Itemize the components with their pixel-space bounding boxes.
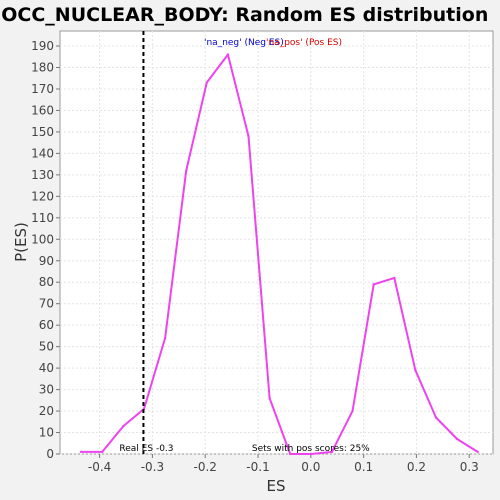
sets-with-pos-scores-note: Sets with pos scores: 25%: [252, 444, 370, 454]
y-tick-label: 140: [31, 146, 54, 160]
data-point: [393, 276, 396, 280]
real-es-label: Real ES -0.3: [119, 444, 173, 454]
data-point: [247, 135, 250, 138]
y-tick-label: 120: [31, 189, 54, 203]
y-tick-label: 110: [31, 211, 54, 225]
data-point: [268, 396, 271, 400]
data-point: [455, 437, 459, 441]
x-axis-label: ES: [267, 477, 286, 495]
x-tick-label: -0.1: [246, 460, 269, 474]
data-point: [414, 369, 417, 372]
legend-pos: 'na_pos' (Pos ES): [266, 38, 342, 48]
y-tick-label: 70: [39, 297, 54, 311]
y-axis-ticks: 0 10 20 30 40 50 60 70 80 90 100 110 120 130 140 150 160…: [31, 39, 60, 461]
y-tick-label: 0: [46, 447, 54, 461]
y-axis-label: P(ES): [12, 222, 30, 262]
data-point: [79, 450, 83, 454]
x-tick-label: 0.3: [460, 460, 479, 474]
data-point: [289, 452, 292, 456]
y-tick-label: 190: [31, 39, 54, 53]
data-point: [122, 424, 125, 428]
y-tick-label: 130: [31, 168, 54, 182]
y-tick-label: 180: [31, 61, 54, 75]
data-point: [185, 169, 188, 172]
y-tick-label: 10: [39, 426, 54, 440]
y-tick-label: 100: [31, 232, 54, 246]
y-tick-label: 40: [39, 361, 54, 375]
y-tick-label: 90: [39, 254, 54, 268]
data-point: [476, 450, 479, 454]
data-point: [310, 452, 313, 456]
series-points: [79, 53, 479, 456]
x-tick-label: 0.2: [407, 460, 426, 474]
data-point: [330, 450, 334, 454]
x-tick-label: -0.2: [194, 460, 217, 474]
x-tick-label: 0.1: [354, 460, 373, 474]
grid-lines: [60, 31, 493, 455]
data-point: [101, 450, 104, 454]
plot-area: [59, 30, 494, 455]
y-tick-label: 170: [31, 82, 54, 96]
x-axis-ticks: -0.4 -0.3 -0.2 -0.1 0.0 0.1 0.2 0.3: [88, 454, 479, 474]
y-tick-label: 80: [39, 275, 54, 289]
x-tick-label: -0.4: [88, 460, 111, 474]
x-tick-label: -0.3: [141, 460, 164, 474]
y-tick-label: 150: [31, 125, 54, 139]
data-point: [163, 336, 167, 340]
data-point: [372, 283, 375, 286]
y-tick-label: 60: [39, 318, 54, 332]
y-tick-label: 160: [31, 103, 54, 117]
y-tick-label: 20: [39, 404, 54, 418]
y-tick-label: 50: [39, 340, 54, 354]
data-point: [205, 81, 208, 84]
legend-neg: 'na_neg' (Neg ES): [204, 38, 284, 48]
chart-title: GOCC_NUCLEAR_BODY: Random ES distributio…: [0, 4, 488, 26]
data-point: [226, 53, 230, 56]
series-line: [81, 53, 479, 455]
data-point: [351, 409, 354, 413]
y-tick-label: 30: [39, 383, 54, 397]
data-point: [434, 416, 438, 419]
x-tick-label: 0.0: [301, 460, 320, 474]
